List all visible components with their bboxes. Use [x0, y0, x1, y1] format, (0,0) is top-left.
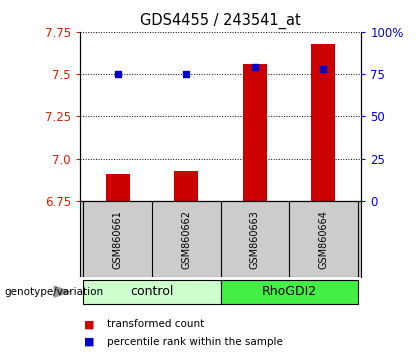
- Text: genotype/variation: genotype/variation: [4, 287, 103, 297]
- Text: GSM860664: GSM860664: [318, 210, 328, 269]
- Bar: [105, 174, 129, 201]
- Bar: [243, 64, 267, 201]
- Text: GSM860661: GSM860661: [113, 210, 123, 269]
- Polygon shape: [54, 285, 72, 298]
- Bar: [312, 44, 336, 201]
- Text: ■: ■: [84, 337, 94, 347]
- Text: GSM860662: GSM860662: [181, 210, 191, 269]
- Text: control: control: [130, 285, 173, 298]
- Text: ■: ■: [84, 319, 94, 329]
- Text: GSM860663: GSM860663: [250, 210, 260, 269]
- Bar: [83, 280, 220, 304]
- Bar: [174, 171, 198, 201]
- Text: percentile rank within the sample: percentile rank within the sample: [107, 337, 283, 347]
- Text: transformed count: transformed count: [107, 319, 205, 329]
- Bar: [220, 280, 358, 304]
- Title: GDS4455 / 243541_at: GDS4455 / 243541_at: [140, 13, 301, 29]
- Text: RhoGDI2: RhoGDI2: [262, 285, 317, 298]
